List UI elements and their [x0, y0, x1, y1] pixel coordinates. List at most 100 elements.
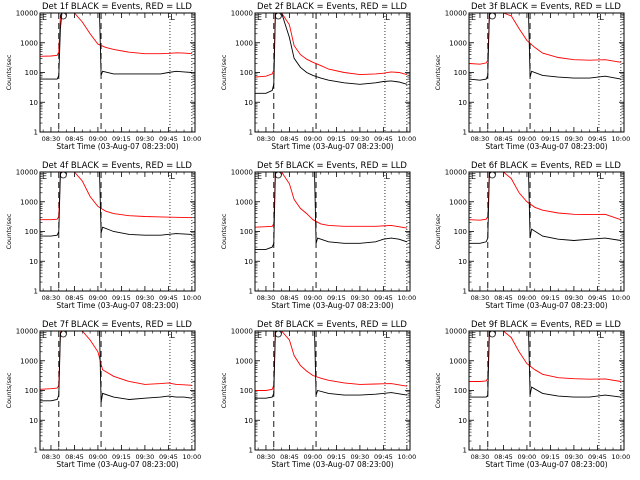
- y-tick-label: 10: [29, 99, 38, 107]
- lld-series-line: [255, 13, 408, 78]
- panel-title: Det 2f BLACK = Events, RED = LLD: [257, 2, 407, 12]
- y-tick-label: 1000: [20, 357, 38, 365]
- y-tick-label: 10000: [445, 10, 467, 18]
- panel-title: Det 5f BLACK = Events, RED = LLD: [257, 161, 407, 171]
- x-tick-label: 08:45: [494, 453, 513, 461]
- x-tick-label: 09:00: [518, 453, 537, 461]
- y-tick-label: 10: [244, 99, 253, 107]
- lld-series-line: [40, 13, 192, 57]
- plot-area: [40, 331, 192, 403]
- x-tick-label: 09:45: [588, 135, 607, 143]
- y-tick-label: 10000: [231, 328, 253, 336]
- e-marker-glyph: E: [257, 172, 262, 181]
- x-tick-label: 09:45: [588, 453, 607, 461]
- plot-area: [255, 331, 407, 399]
- x-axis-label: Start Time (03-Aug-07 08:23:00): [271, 142, 393, 151]
- y-tick-label: 100: [240, 69, 253, 77]
- detector-panel: Det 8f BLACK = Events, RED = LLD Counts/s…: [220, 320, 416, 469]
- x-tick-label: 09:15: [327, 135, 346, 143]
- y-tick-label: 100: [25, 228, 38, 236]
- e-marker-glyph: E: [42, 172, 47, 181]
- x-tick-label: 09:30: [351, 453, 370, 461]
- x-tick-label: 09:30: [351, 294, 370, 302]
- y-tick-label: 1: [249, 129, 253, 137]
- y-tick-label: 10000: [231, 169, 253, 177]
- detector-panel: Det 2f BLACK = Events, RED = LLD Counts/s…: [220, 2, 416, 151]
- x-tick-label: 08:30: [42, 453, 61, 461]
- x-tick-label: 08:30: [257, 453, 276, 461]
- y-tick-label: 1000: [449, 198, 467, 206]
- events-series-line: [255, 331, 407, 399]
- saturation-marker: [488, 171, 496, 179]
- x-tick-label: 08:30: [471, 453, 490, 461]
- x-tick-label: 09:15: [327, 294, 346, 302]
- panel-title: Det 3f BLACK = Events, RED = LLD: [471, 2, 621, 12]
- l-marker-glyph: L: [170, 13, 175, 22]
- e-marker-glyph: E: [471, 172, 476, 181]
- x-tick-label: 09:00: [518, 135, 537, 143]
- panel-title: Det 9f BLACK = Events, RED = LLD: [471, 320, 621, 330]
- lld-series-line: [255, 331, 407, 391]
- y-tick-label: 1: [34, 129, 38, 137]
- x-tick-label: 08:30: [471, 294, 490, 302]
- e-marker-glyph: E: [257, 331, 262, 340]
- y-tick-label: 100: [454, 69, 467, 77]
- y-tick-label: 1: [463, 288, 467, 296]
- y-tick-label: 1000: [235, 357, 253, 365]
- x-axis-label: Start Time (03-Aug-07 08:23:00): [485, 301, 607, 310]
- y-tick-label: 10: [244, 258, 253, 266]
- plot-frame: [468, 12, 625, 133]
- x-tick-label: 10:00: [612, 135, 631, 143]
- x-tick-label: 09:45: [588, 294, 607, 302]
- panel-title: Det 7f BLACK = Events, RED = LLD: [42, 320, 192, 330]
- y-axis-label: Counts/sec: [5, 372, 13, 408]
- x-tick-label: 09:00: [89, 294, 108, 302]
- saturation-marker: [59, 171, 67, 179]
- x-tick-label: 09:45: [374, 135, 393, 143]
- x-tick-label: 09:30: [565, 453, 584, 461]
- l-marker-glyph: L: [170, 331, 175, 340]
- y-tick-label: 1000: [20, 198, 38, 206]
- x-tick-label: 09:15: [541, 294, 560, 302]
- x-tick-label: 09:30: [565, 135, 584, 143]
- y-tick-label: 100: [454, 387, 467, 395]
- y-tick-label: 1000: [235, 198, 253, 206]
- x-tick-label: 08:45: [494, 294, 513, 302]
- plot-frame: [39, 171, 196, 292]
- x-tick-label: 09:15: [541, 135, 560, 143]
- x-tick-label: 10:00: [398, 135, 417, 143]
- lld-series-line: [255, 172, 407, 229]
- detector-panel: Det 4f BLACK = Events, RED = LLD Counts/s…: [5, 161, 201, 310]
- plot-area: [255, 13, 408, 94]
- x-tick-label: 08:45: [494, 135, 513, 143]
- x-tick-label: 09:45: [159, 453, 178, 461]
- y-tick-label: 10000: [445, 328, 467, 336]
- y-axis-label: Counts/sec: [220, 213, 228, 249]
- y-axis-label: Counts/sec: [5, 54, 13, 90]
- events-series-line: [40, 13, 192, 80]
- x-axis-label: Start Time (03-Aug-07 08:23:00): [271, 460, 393, 469]
- plot-area: [40, 13, 192, 80]
- panel-title: Det 1f BLACK = Events, RED = LLD: [42, 2, 192, 12]
- x-tick-label: 09:30: [565, 294, 584, 302]
- x-tick-label: 09:00: [304, 294, 323, 302]
- l-marker-glyph: L: [385, 13, 390, 22]
- e-marker-glyph: E: [42, 13, 47, 22]
- panel-title: Det 8f BLACK = Events, RED = LLD: [257, 320, 407, 330]
- plot-area: [469, 331, 621, 398]
- y-tick-label: 10: [29, 417, 38, 425]
- y-tick-label: 10000: [16, 169, 38, 177]
- plot-area: [40, 172, 192, 237]
- x-tick-label: 10:00: [183, 294, 202, 302]
- e-marker-glyph: E: [257, 13, 262, 22]
- lld-series-line: [469, 172, 622, 221]
- x-tick-label: 09:45: [159, 135, 178, 143]
- y-tick-label: 1: [34, 447, 38, 455]
- detector-panel: Det 5f BLACK = Events, RED = LLD Counts/s…: [220, 161, 416, 310]
- y-tick-label: 1000: [449, 39, 467, 47]
- plot-area: [255, 172, 408, 250]
- plot-area: [469, 172, 622, 244]
- e-marker-glyph: E: [471, 331, 476, 340]
- x-tick-label: 08:30: [257, 294, 276, 302]
